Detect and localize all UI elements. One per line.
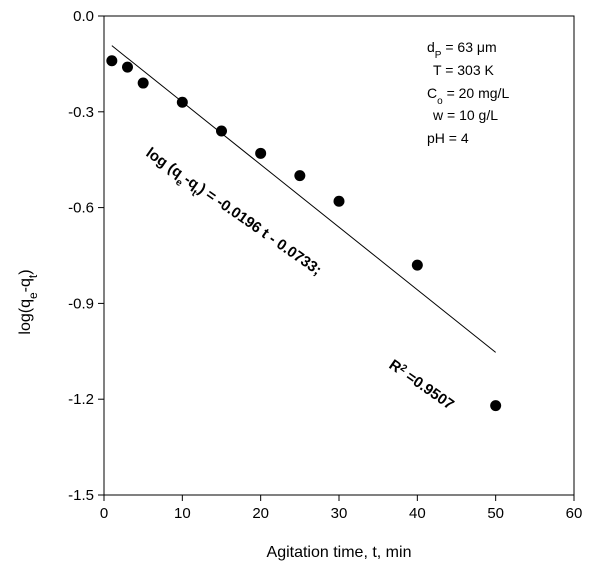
data-point [106, 55, 118, 67]
data-point [176, 96, 188, 108]
x-tick-label: 50 [487, 505, 504, 522]
condition-dose: w = 10 g/L [432, 107, 498, 123]
y-tick-label: -0.3 [68, 104, 94, 121]
condition-initial-conc: Co = 20 mg/L [427, 85, 509, 107]
y-axis-label: log(qe-qt) [17, 269, 40, 334]
data-point [333, 195, 345, 207]
y-tick-label: 0.0 [73, 8, 94, 25]
fit-line-group [111, 45, 496, 353]
y-tick-label: -0.6 [68, 200, 94, 217]
x-tick-label: 30 [331, 505, 348, 522]
data-point [122, 61, 133, 73]
data-points [106, 55, 502, 412]
data-point [294, 170, 306, 182]
x-axis-label: Agitation time, t, min [267, 544, 412, 561]
data-point [411, 259, 423, 271]
condition-particle-size: dP = 63 μm [427, 39, 497, 61]
ticks: 0 10 20 30 40 50 60 0.0 -0.3 -0.6 -0.9 -1.2 -1.5 [68, 8, 582, 522]
x-tick-label: 60 [566, 505, 583, 522]
r-squared: R2 =0.9507 [386, 356, 458, 413]
x-tick-label: 0 [100, 505, 108, 522]
y-tick-label: -1.5 [68, 487, 94, 504]
data-point [490, 400, 502, 412]
fit-equation: log (qe-qt) = -0.0196 t - 0.0733; [140, 144, 325, 282]
x-tick-label: 10 [174, 505, 191, 522]
fit-line [111, 45, 496, 353]
y-tick-label: -0.9 [68, 295, 94, 312]
x-tick-label: 20 [252, 505, 269, 522]
x-tick-label: 40 [409, 505, 426, 522]
y-tick-label: -1.2 [68, 391, 94, 408]
data-point [137, 77, 149, 89]
data-point [255, 147, 267, 159]
condition-temperature: T = 303 K [433, 62, 495, 78]
conditions-annotation: dP = 63 μm T = 303 K Co = 20 mg/L w = 10… [427, 39, 509, 146]
data-point [216, 125, 227, 137]
condition-ph: pH = 4 [427, 130, 469, 146]
